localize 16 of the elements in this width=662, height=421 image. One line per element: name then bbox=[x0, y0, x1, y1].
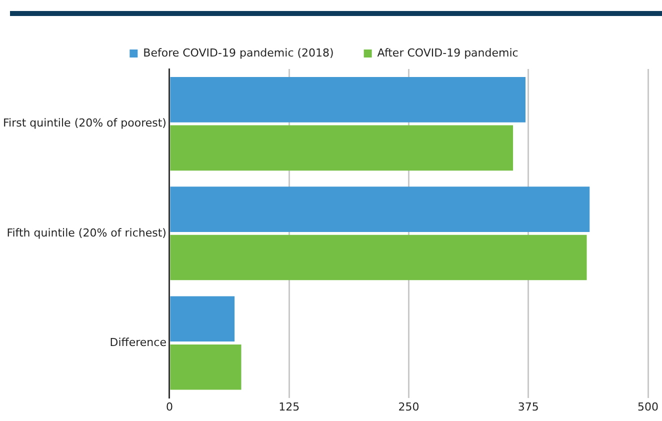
bar bbox=[170, 77, 526, 122]
y-tick-label: Fifth quintile (20% of richest) bbox=[6, 226, 166, 240]
bar bbox=[170, 296, 235, 342]
x-tick-label: 375 bbox=[518, 400, 539, 414]
x-tick-label: 0 bbox=[166, 400, 173, 414]
legend-label: Before COVID-19 pandemic (2018) bbox=[143, 46, 334, 60]
x-tick-label: 500 bbox=[638, 400, 658, 414]
bar bbox=[170, 344, 242, 390]
y-tick-label: First quintile (20% of poorest) bbox=[2, 116, 166, 130]
x-tick-label: 125 bbox=[278, 400, 300, 414]
bar bbox=[170, 234, 587, 280]
x-tick-label: 250 bbox=[398, 400, 420, 414]
bar bbox=[170, 186, 590, 232]
bar bbox=[170, 125, 514, 171]
legend-label: After COVID-19 pandemic bbox=[377, 46, 518, 60]
y-tick-label: Difference bbox=[110, 336, 167, 349]
